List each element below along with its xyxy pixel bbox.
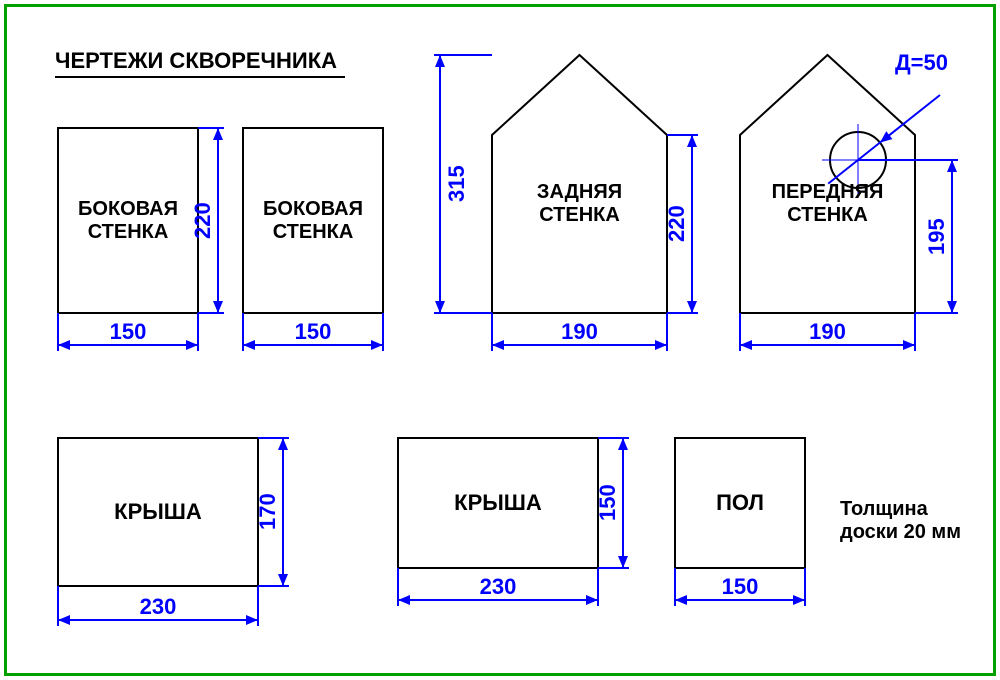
dim-label: 230 xyxy=(128,594,188,620)
note-line2: доски 20 мм xyxy=(840,521,961,544)
hole-diameter-label: Д=50 xyxy=(895,50,948,76)
dim-label: 220 xyxy=(190,191,216,251)
dim-label: 170 xyxy=(255,482,281,542)
note-line1: Толщина xyxy=(840,498,961,521)
dim-label: 315 xyxy=(444,154,470,214)
dim-label: 190 xyxy=(798,319,858,345)
dim-label: 230 xyxy=(468,574,528,600)
dim-label: 195 xyxy=(924,207,950,267)
dim-label: 150 xyxy=(283,319,343,345)
board-thickness-note: Толщина доски 20 мм xyxy=(840,498,961,544)
dim-label: 190 xyxy=(550,319,610,345)
dim-label: 220 xyxy=(664,194,690,254)
dim-label: 150 xyxy=(98,319,158,345)
dim-label: 150 xyxy=(710,574,770,600)
dim-label: 150 xyxy=(595,473,621,533)
